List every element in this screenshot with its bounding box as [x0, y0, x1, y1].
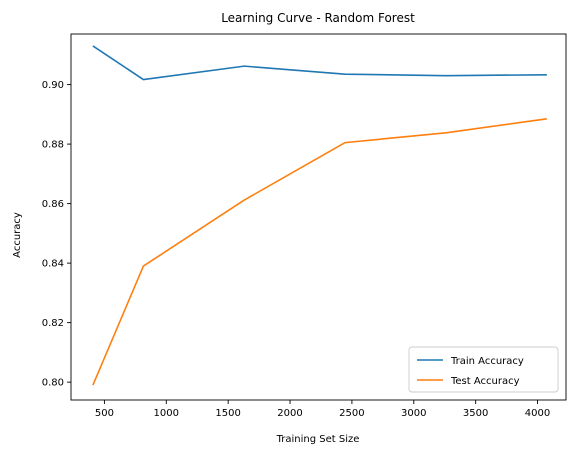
x-tick-label: 3000: [401, 408, 426, 419]
x-tick-label: 2000: [277, 408, 302, 419]
x-tick-label: 1500: [215, 408, 240, 419]
y-tick-label: 0.80: [42, 378, 64, 389]
plot-area: 500 1000 1500 2000 2500 3000 3500 4000 0.80 0.82 0…: [42, 33, 567, 419]
chart-title: Learning Curve - Random Forest: [221, 11, 415, 25]
x-tick-label: 500: [95, 408, 114, 419]
legend-label: Train Accuracy: [450, 356, 524, 367]
x-tick-label: 2500: [339, 408, 364, 419]
y-tick-label: 0.86: [42, 199, 64, 210]
y-tick-label: 0.88: [42, 140, 64, 151]
series-line-test: [92, 118, 547, 386]
x-axis-label: Training Set Size: [276, 434, 360, 445]
plot-frame: [70, 33, 567, 401]
legend: Train Accuracy Test Accuracy: [408, 346, 559, 393]
x-tick-label: 3500: [463, 408, 488, 419]
x-tick-label: 1000: [154, 408, 179, 419]
y-tick-label: 0.90: [42, 80, 64, 91]
series-line-train: [92, 45, 547, 81]
y-tick-label: 0.84: [42, 259, 64, 270]
legend-box: [408, 346, 559, 393]
x-tick-label: 4000: [525, 408, 550, 419]
y-axis-label: Accuracy: [12, 212, 23, 258]
y-tick-label: 0.82: [42, 318, 64, 329]
legend-label: Test Accuracy: [450, 376, 520, 387]
